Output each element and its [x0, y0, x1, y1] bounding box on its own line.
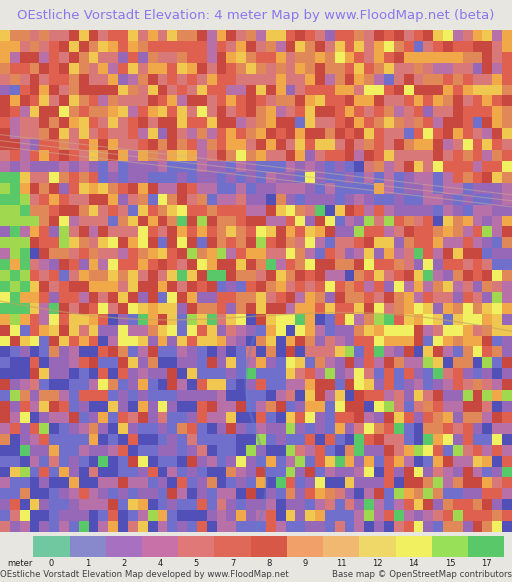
FancyBboxPatch shape: [359, 536, 396, 557]
Text: 2: 2: [121, 559, 126, 568]
FancyBboxPatch shape: [432, 536, 468, 557]
Text: 5: 5: [194, 559, 199, 568]
Text: 11: 11: [336, 559, 347, 568]
Text: 8: 8: [266, 559, 271, 568]
Text: 15: 15: [445, 559, 455, 568]
Text: OEstliche Vorstadt Elevation Map developed by www.FloodMap.net: OEstliche Vorstadt Elevation Map develop…: [0, 570, 289, 579]
FancyBboxPatch shape: [142, 536, 178, 557]
FancyBboxPatch shape: [106, 536, 142, 557]
FancyBboxPatch shape: [215, 536, 251, 557]
Text: meter: meter: [7, 559, 32, 568]
Text: Base map © OpenStreetMap contributors: Base map © OpenStreetMap contributors: [332, 570, 512, 579]
FancyBboxPatch shape: [33, 536, 70, 557]
FancyBboxPatch shape: [178, 536, 215, 557]
Text: 9: 9: [303, 559, 308, 568]
Text: OEstliche Vorstadt Elevation: 4 meter Map by www.FloodMap.net (beta): OEstliche Vorstadt Elevation: 4 meter Ma…: [17, 9, 495, 22]
Text: 0: 0: [49, 559, 54, 568]
FancyBboxPatch shape: [287, 536, 323, 557]
Text: 14: 14: [409, 559, 419, 568]
Text: 1: 1: [85, 559, 90, 568]
Text: 17: 17: [481, 559, 492, 568]
FancyBboxPatch shape: [70, 536, 106, 557]
Text: 7: 7: [230, 559, 235, 568]
Text: 4: 4: [158, 559, 163, 568]
FancyBboxPatch shape: [323, 536, 359, 557]
FancyBboxPatch shape: [396, 536, 432, 557]
FancyBboxPatch shape: [468, 536, 504, 557]
FancyBboxPatch shape: [251, 536, 287, 557]
Text: 12: 12: [372, 559, 383, 568]
